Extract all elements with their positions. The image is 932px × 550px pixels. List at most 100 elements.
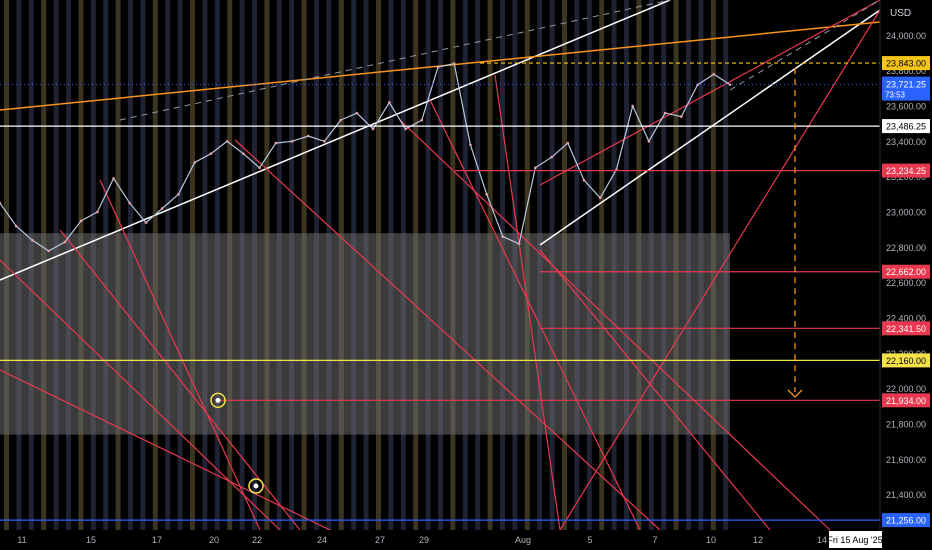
red-fan-line-3 <box>99 179 261 531</box>
y-tick-label: 21,800.00 <box>886 420 926 430</box>
price-point <box>550 155 553 159</box>
red-fan-line-10 <box>559 9 881 531</box>
level-tag <box>882 393 930 408</box>
level-tag-label: 21,934.00 <box>886 396 926 406</box>
price-point <box>469 143 472 147</box>
price-point <box>485 193 488 196</box>
last-price-label: 23,721.25 <box>886 80 926 90</box>
price-point <box>598 196 602 200</box>
price-point <box>323 140 326 143</box>
price-point <box>680 115 683 118</box>
price-point <box>128 201 132 205</box>
x-tick-label: 20 <box>209 535 219 545</box>
price-point <box>517 242 521 246</box>
price-point <box>339 118 342 122</box>
x-tick-label: 27 <box>375 535 385 545</box>
level-tags: 23,843.00 23,486.25 23,234.25 22,662.00 22,3… <box>882 56 930 528</box>
price-point <box>47 249 50 253</box>
y-tick-label: 24,000.00 <box>886 31 926 41</box>
price-point <box>193 161 196 164</box>
red-fan-line-7 <box>429 99 641 531</box>
price-point <box>452 62 456 65</box>
marker-ring <box>248 478 264 494</box>
price-point <box>712 72 716 76</box>
x-tick-label: 10 <box>706 535 716 545</box>
price-point <box>306 134 310 138</box>
price-point <box>96 210 99 214</box>
x-tick-label: 14 <box>817 535 827 545</box>
level-tag-label: 22,341.50 <box>886 324 926 334</box>
last-price-tag <box>882 76 930 101</box>
price-point <box>566 141 570 145</box>
price-point <box>225 140 229 143</box>
x-tick-label: 15 <box>86 535 96 545</box>
price-point <box>0 201 2 205</box>
level-tag-label: 22,160.00 <box>886 356 926 366</box>
y-tick-label: 23,000.00 <box>886 208 926 218</box>
level-tag <box>882 119 930 134</box>
level-tag <box>882 321 930 336</box>
level-tag <box>882 264 930 279</box>
y-tick-label: 21,400.00 <box>886 490 926 500</box>
y-tick-label: 23,800.00 <box>886 66 926 76</box>
price-point <box>582 178 586 182</box>
target-arrow-head <box>787 389 803 398</box>
price-point <box>242 152 245 155</box>
level-tag <box>882 513 930 528</box>
red-fan-line-4 <box>0 259 281 531</box>
price-point <box>647 140 651 143</box>
y-tick-label: 23,600.00 <box>886 102 926 112</box>
level-tag-label: 23,486.25 <box>886 122 926 132</box>
x-tick-label: 12 <box>753 535 763 545</box>
price-point <box>112 177 115 180</box>
trend-lines <box>0 0 881 531</box>
time-axis[interactable] <box>0 530 932 550</box>
level-lines <box>0 62 880 521</box>
red-fan-line-8 <box>494 74 561 531</box>
red-fan-line-6 <box>399 119 831 531</box>
price-point <box>404 127 407 131</box>
currency-label: USD <box>890 8 911 19</box>
y-tick-label: 21,600.00 <box>886 455 926 465</box>
dashed-projection-line <box>729 0 881 91</box>
red-fan-line-5 <box>234 139 661 531</box>
price-point <box>663 111 667 115</box>
y-tick-label: 22,600.00 <box>886 278 926 288</box>
price-point <box>728 83 732 86</box>
price-point <box>388 101 391 104</box>
orange-resistance-line <box>0 21 881 111</box>
marker-dot <box>215 397 221 403</box>
price-series <box>0 62 732 253</box>
x-axis: 11 15 17 20 22 24 27 29 Aug 5 7 10 12 14 <box>17 535 827 545</box>
price-point <box>63 240 67 244</box>
y-tick-label: 22,800.00 <box>886 243 926 253</box>
level-tag <box>882 353 930 368</box>
level-tag <box>882 163 930 178</box>
upper-red-channel <box>539 0 881 186</box>
y-tick-label: 22,400.00 <box>886 314 926 324</box>
price-point <box>371 127 375 131</box>
level-tag-label: 23,843.00 <box>886 59 926 69</box>
cursor-date-tag: Fri 15 Aug '25 <box>827 531 883 548</box>
marker-dot <box>253 483 259 489</box>
y-tick-label: 22,000.00 <box>886 384 926 394</box>
x-tick-label: 22 <box>252 535 262 545</box>
markers <box>210 392 264 494</box>
price-point <box>274 141 278 145</box>
price-point <box>436 65 440 69</box>
dashed-trend-line <box>119 0 671 121</box>
lower-channel-line <box>539 9 881 246</box>
red-fan-line-1 <box>0 369 331 531</box>
price-point <box>31 238 34 242</box>
x-tick-label: 11 <box>17 535 26 545</box>
level-tag-label: 23,234.25 <box>886 166 926 176</box>
price-point <box>14 224 18 228</box>
price-point <box>209 152 213 155</box>
level-tag-label: 22,662.00 <box>886 267 926 277</box>
price-point <box>534 166 537 170</box>
y-tick-label: 23,400.00 <box>886 137 926 147</box>
countdown-label: 73:53 <box>885 91 906 100</box>
level-tag-label: 21,256.00 <box>886 516 926 526</box>
price-point <box>79 219 83 223</box>
